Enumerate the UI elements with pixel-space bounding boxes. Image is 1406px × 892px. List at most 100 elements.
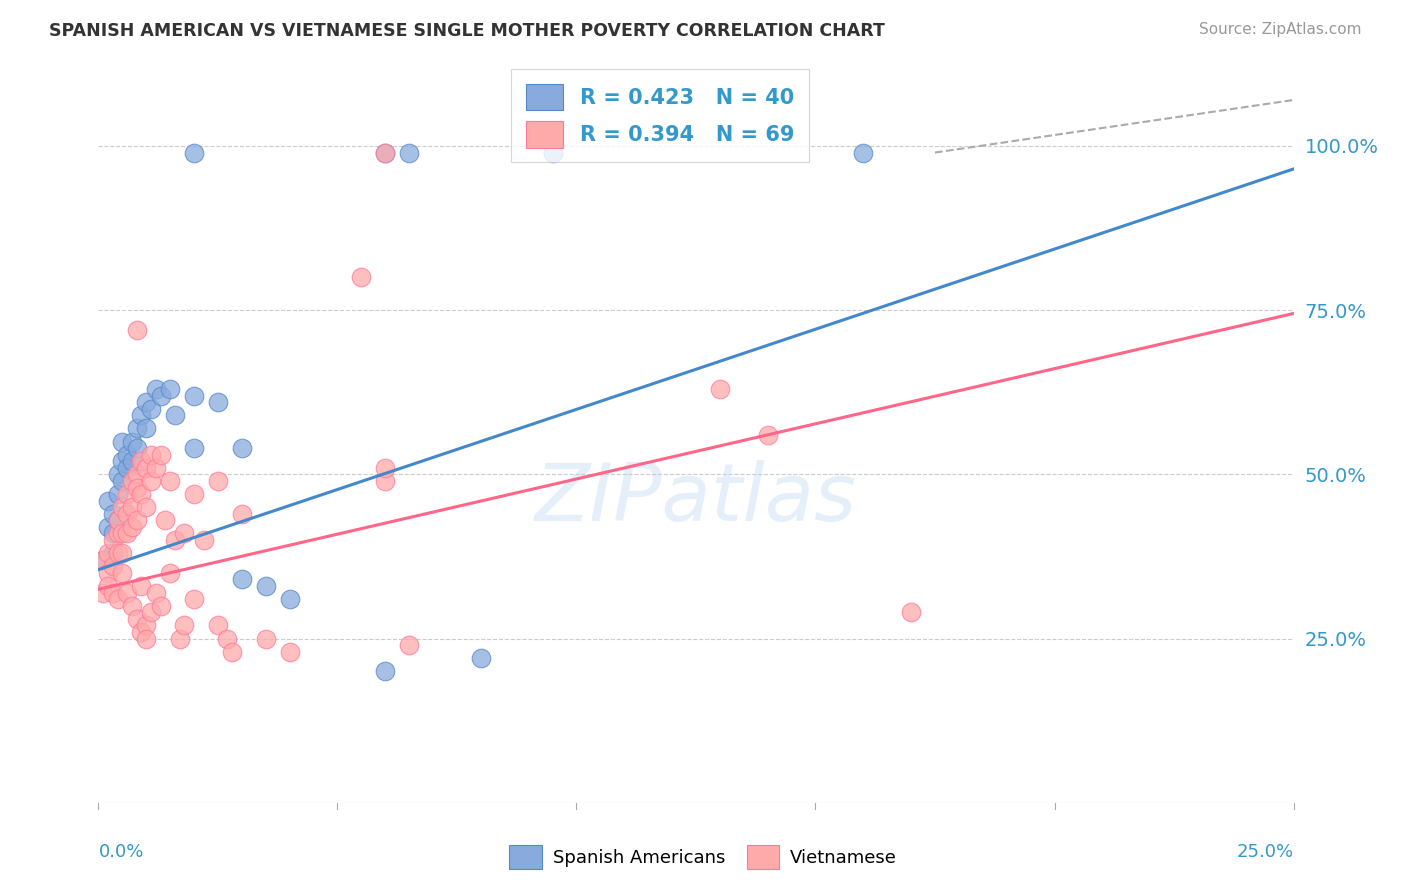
Point: [101, 533, 124, 547]
Point: [115, 448, 138, 462]
Text: 25.0%: 25.0%: [1236, 843, 1294, 861]
Point: [398, 638, 420, 652]
Point: [121, 520, 143, 534]
Point: [231, 573, 253, 587]
Point: [163, 533, 186, 547]
Point: [183, 592, 205, 607]
Point: [374, 145, 396, 160]
Point: [183, 388, 205, 402]
Point: [91, 553, 114, 567]
Point: [231, 441, 253, 455]
Point: [207, 474, 229, 488]
Point: [470, 651, 492, 665]
Point: [193, 533, 215, 547]
Point: [173, 618, 195, 632]
Point: [101, 585, 124, 599]
Text: Source: ZipAtlas.com: Source: ZipAtlas.com: [1198, 22, 1361, 37]
Text: ZIPatlas: ZIPatlas: [534, 460, 858, 539]
Point: [169, 632, 191, 646]
Point: [135, 632, 157, 646]
Point: [541, 145, 564, 160]
Point: [254, 579, 277, 593]
Point: [115, 487, 138, 501]
Point: [374, 474, 396, 488]
Point: [159, 382, 181, 396]
Point: [131, 625, 153, 640]
Point: [135, 500, 157, 515]
Point: [125, 612, 148, 626]
Point: [254, 632, 277, 646]
Point: [207, 395, 229, 409]
Point: [101, 526, 124, 541]
Point: [97, 566, 120, 580]
Point: [131, 409, 153, 423]
Point: [101, 559, 124, 574]
Point: [115, 460, 138, 475]
Point: [91, 585, 114, 599]
Point: [756, 428, 779, 442]
Point: [398, 145, 420, 160]
Point: [91, 553, 114, 567]
Point: [149, 599, 172, 613]
Point: [139, 401, 162, 416]
Legend: R = 0.423   N = 40, R = 0.394   N = 69: R = 0.423 N = 40, R = 0.394 N = 69: [512, 69, 808, 162]
Point: [107, 487, 129, 501]
Point: [97, 493, 120, 508]
Point: [149, 388, 172, 402]
Point: [111, 434, 134, 449]
Point: [350, 270, 373, 285]
Point: [278, 645, 301, 659]
Point: [231, 507, 253, 521]
Text: SPANISH AMERICAN VS VIETNAMESE SINGLE MOTHER POVERTY CORRELATION CHART: SPANISH AMERICAN VS VIETNAMESE SINGLE MO…: [49, 22, 886, 40]
Point: [125, 467, 148, 482]
Point: [135, 421, 157, 435]
Text: 0.0%: 0.0%: [98, 843, 143, 861]
Point: [101, 507, 124, 521]
Point: [131, 454, 153, 468]
Point: [125, 481, 148, 495]
Point: [374, 460, 396, 475]
Point: [183, 441, 205, 455]
Point: [155, 513, 177, 527]
Point: [852, 145, 875, 160]
Point: [107, 513, 129, 527]
Point: [111, 526, 134, 541]
Point: [145, 460, 167, 475]
Point: [183, 145, 205, 160]
Point: [145, 585, 167, 599]
Point: [115, 526, 138, 541]
Point: [115, 507, 138, 521]
Point: [101, 546, 124, 560]
Point: [135, 618, 157, 632]
Point: [145, 382, 167, 396]
Point: [121, 474, 143, 488]
Point: [900, 605, 922, 619]
Point: [183, 487, 205, 501]
Point: [121, 500, 143, 515]
Point: [125, 421, 148, 435]
Point: [135, 460, 157, 475]
Point: [111, 546, 134, 560]
Point: [97, 520, 120, 534]
Point: [221, 645, 243, 659]
Point: [111, 454, 134, 468]
Point: [125, 513, 148, 527]
Point: [111, 566, 134, 580]
Point: [374, 665, 396, 679]
Point: [125, 323, 148, 337]
Point: [173, 526, 195, 541]
Point: [97, 579, 120, 593]
Point: [115, 585, 138, 599]
Point: [125, 441, 148, 455]
Legend: Spanish Americans, Vietnamese: Spanish Americans, Vietnamese: [502, 838, 904, 876]
Point: [139, 605, 162, 619]
Point: [159, 474, 181, 488]
Point: [207, 618, 229, 632]
Point: [217, 632, 239, 646]
Point: [139, 474, 162, 488]
Point: [107, 592, 129, 607]
Point: [97, 546, 120, 560]
Point: [131, 579, 153, 593]
Point: [111, 474, 134, 488]
Point: [121, 454, 143, 468]
